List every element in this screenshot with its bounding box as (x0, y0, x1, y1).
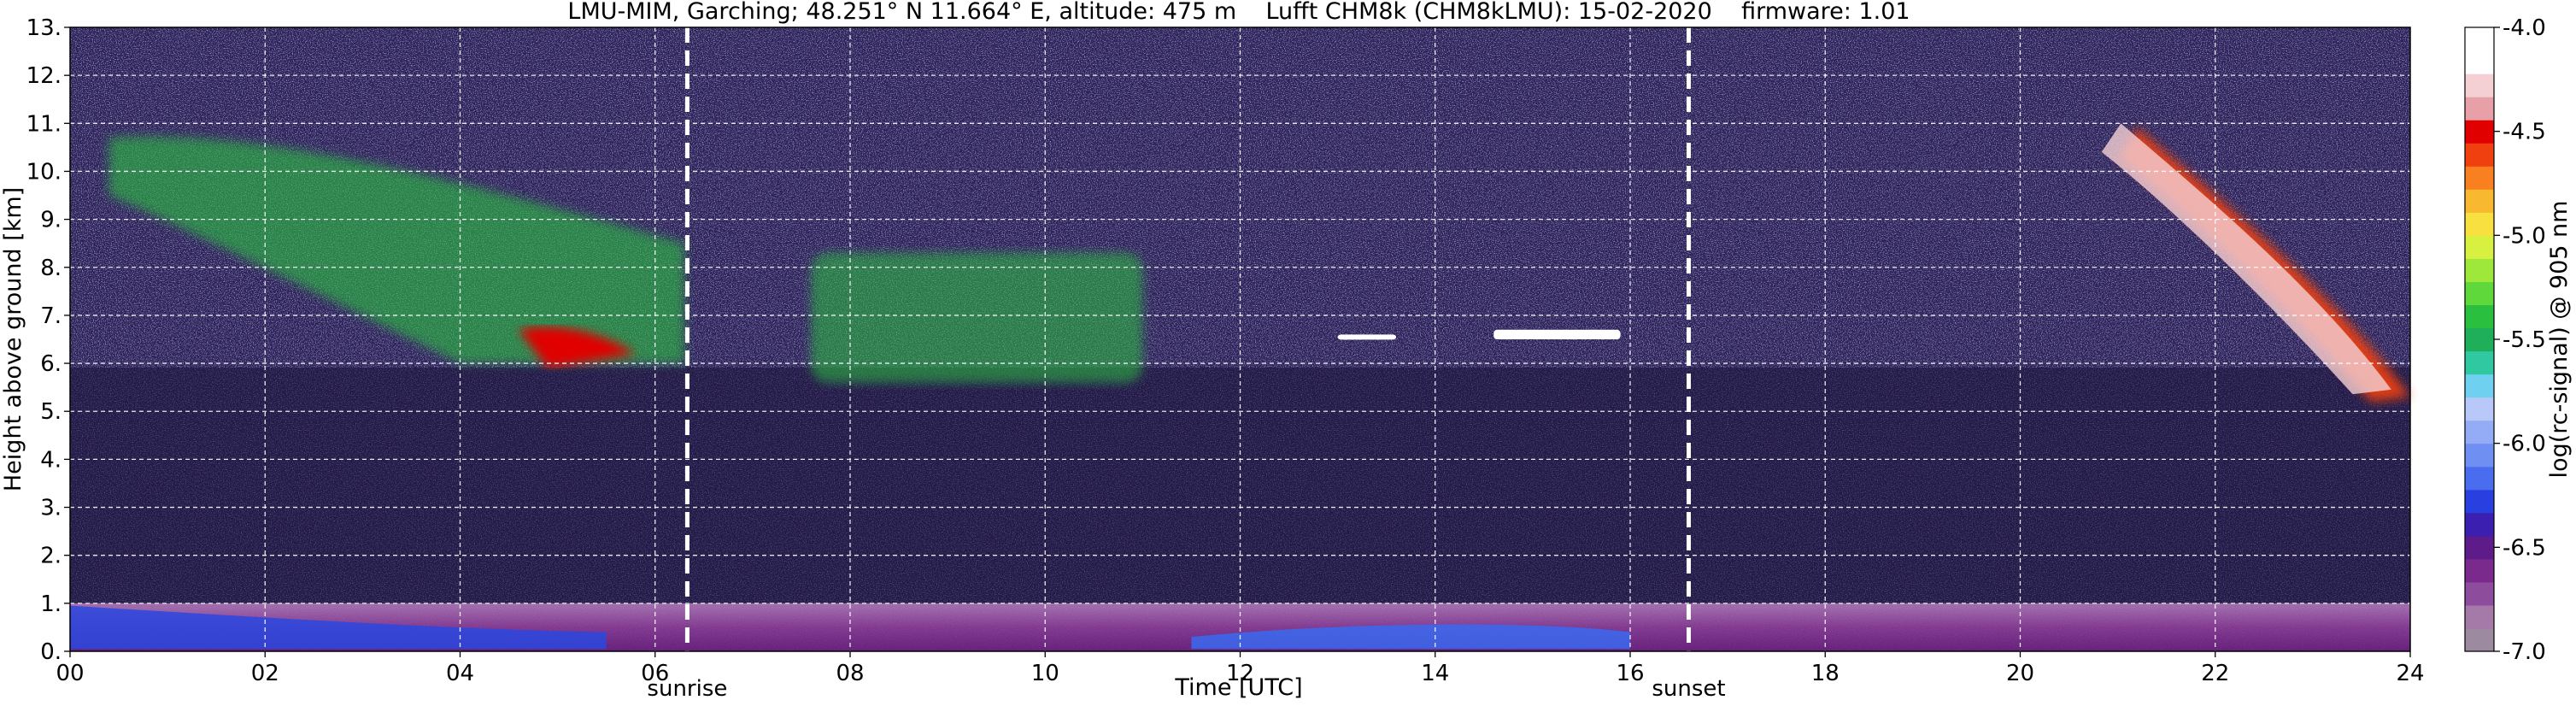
x-tick-label: 06 (641, 661, 669, 686)
y-tick-label: 10. (26, 159, 62, 185)
colorbar-segment (2465, 27, 2494, 51)
colorbar-tick-label: -7.0 (2503, 639, 2546, 665)
colorbar-segment (2465, 443, 2494, 468)
colorbar-label: log(rc-signal) @ 905 nm (2546, 201, 2573, 479)
colorbar-segment (2465, 50, 2494, 74)
colorbar-segment (2465, 97, 2494, 121)
colorbar-tick-label: -4.0 (2503, 15, 2546, 41)
x-tick-label: 14 (1421, 661, 1449, 686)
y-axis-label: Height above ground [km] (0, 187, 26, 491)
low-noise-zone (70, 368, 2410, 607)
sunset-label: sunset (1652, 676, 1725, 702)
y-tick-label: 4. (40, 447, 62, 473)
y-tick-label: 8. (40, 256, 62, 281)
x-tick-label: 02 (251, 661, 279, 686)
x-tick-label: 24 (2396, 661, 2424, 686)
chart-title: LMU-MIM, Garching; 48.251° N 11.664° E, … (567, 0, 1910, 25)
x-tick-label: 08 (836, 661, 864, 686)
colorbar-segment (2465, 512, 2494, 537)
plot-area (69, 26, 2411, 652)
colorbar-segment (2465, 535, 2494, 560)
colorbar-segment (2465, 327, 2494, 352)
y-tick-label: 9. (40, 208, 62, 233)
colorbar-segment (2465, 281, 2494, 306)
colorbar-tick-label: -6.5 (2503, 535, 2546, 561)
colorbar-ticks: -7.0 -6.5 -6.0 -5.5 -5.0 -4.5 -4.0 (2494, 15, 2546, 665)
afternoon-aerosol-layer (1191, 624, 1630, 650)
x-axis: 00 02 04 06 08 10 12 14 16 18 20 22 24 (56, 651, 2425, 686)
x-tick-label: 22 (2201, 661, 2229, 686)
x-tick-label: 04 (446, 661, 474, 686)
cirrus-envelope (109, 136, 684, 364)
colorbar-segment (2465, 120, 2494, 144)
thin-cloud (1337, 334, 1397, 340)
colorbar-tick-label: -5.0 (2503, 223, 2546, 249)
sun-event-lines (684, 27, 1691, 651)
colorbar-segment (2465, 397, 2494, 421)
colorbar-segment (2465, 489, 2494, 514)
colorbar-segment (2465, 420, 2494, 444)
feature-4 (2101, 123, 2410, 402)
y-tick-label: 13. (26, 15, 62, 41)
grid-lines (70, 27, 2410, 651)
y-tick-label: 7. (40, 303, 62, 329)
feature-2 (1493, 329, 1621, 339)
colorbar-segment (2465, 466, 2494, 491)
y-tick-label: 2. (40, 544, 62, 569)
colorbar-segment (2465, 304, 2494, 329)
y-tick-label: 11. (26, 111, 62, 137)
colorbar-segment (2465, 189, 2494, 213)
y-tick-label: 0. (40, 639, 62, 665)
colorbar-tick-label: -6.0 (2503, 432, 2546, 457)
cirrus-dense-patch (518, 327, 636, 368)
x-tick-label: 20 (2006, 661, 2034, 686)
colorbar-segment (2465, 581, 2494, 606)
sun-event-labels: sunrise sunset (647, 676, 1725, 702)
feature-0 (109, 136, 684, 368)
cloud-body (811, 252, 1143, 383)
x-tick-label: 12 (1226, 661, 1254, 686)
feature-3 (1337, 334, 1397, 340)
colorbar: -7.0 -6.5 -6.0 -5.5 -5.0 -4.5 -4.0 log(rc-sign… (2464, 15, 2573, 665)
y-tick-label: 12. (26, 63, 62, 89)
y-tick-label: 6. (40, 351, 62, 377)
y-tick-label: 5. (40, 399, 62, 425)
colorbar-segment (2465, 627, 2494, 652)
x-tick-label: 10 (1031, 661, 1059, 686)
colorbar-segments (2465, 27, 2494, 652)
y-tick-label: 3. (40, 496, 62, 521)
colorbar-segment (2465, 374, 2494, 398)
x-tick-label: 00 (56, 661, 84, 686)
morning-aerosol-layer (70, 605, 607, 650)
colorbar-segment (2465, 212, 2494, 236)
colorbar-segment (2465, 350, 2494, 375)
colorbar-segment (2465, 143, 2494, 167)
colorbar-segment (2465, 258, 2494, 283)
colorbar-segment (2465, 235, 2494, 259)
colorbar-segment (2465, 166, 2494, 190)
x-tick-label: 18 (1811, 661, 1840, 686)
colorbar-tick-label: -5.5 (2503, 327, 2546, 353)
x-tick-label: 16 (1616, 661, 1644, 686)
sunrise-label: sunrise (647, 676, 727, 702)
colorbar-tick-label: -4.5 (2503, 120, 2546, 145)
feature-1 (811, 252, 1143, 383)
cirrus-core (2101, 123, 2391, 395)
y-tick-label: 1. (40, 591, 62, 617)
thin-cloud (1493, 329, 1621, 339)
colorbar-segment (2465, 74, 2494, 97)
colorbar-segment (2465, 604, 2494, 629)
y-axis: 0. 1. 2. 3. 4. 5. 6. 7. 8. 9. 10. 11. 12. 13. (26, 15, 70, 665)
colorbar-segment (2465, 558, 2494, 583)
x-axis-label: Time [UTC] (1174, 674, 1302, 701)
